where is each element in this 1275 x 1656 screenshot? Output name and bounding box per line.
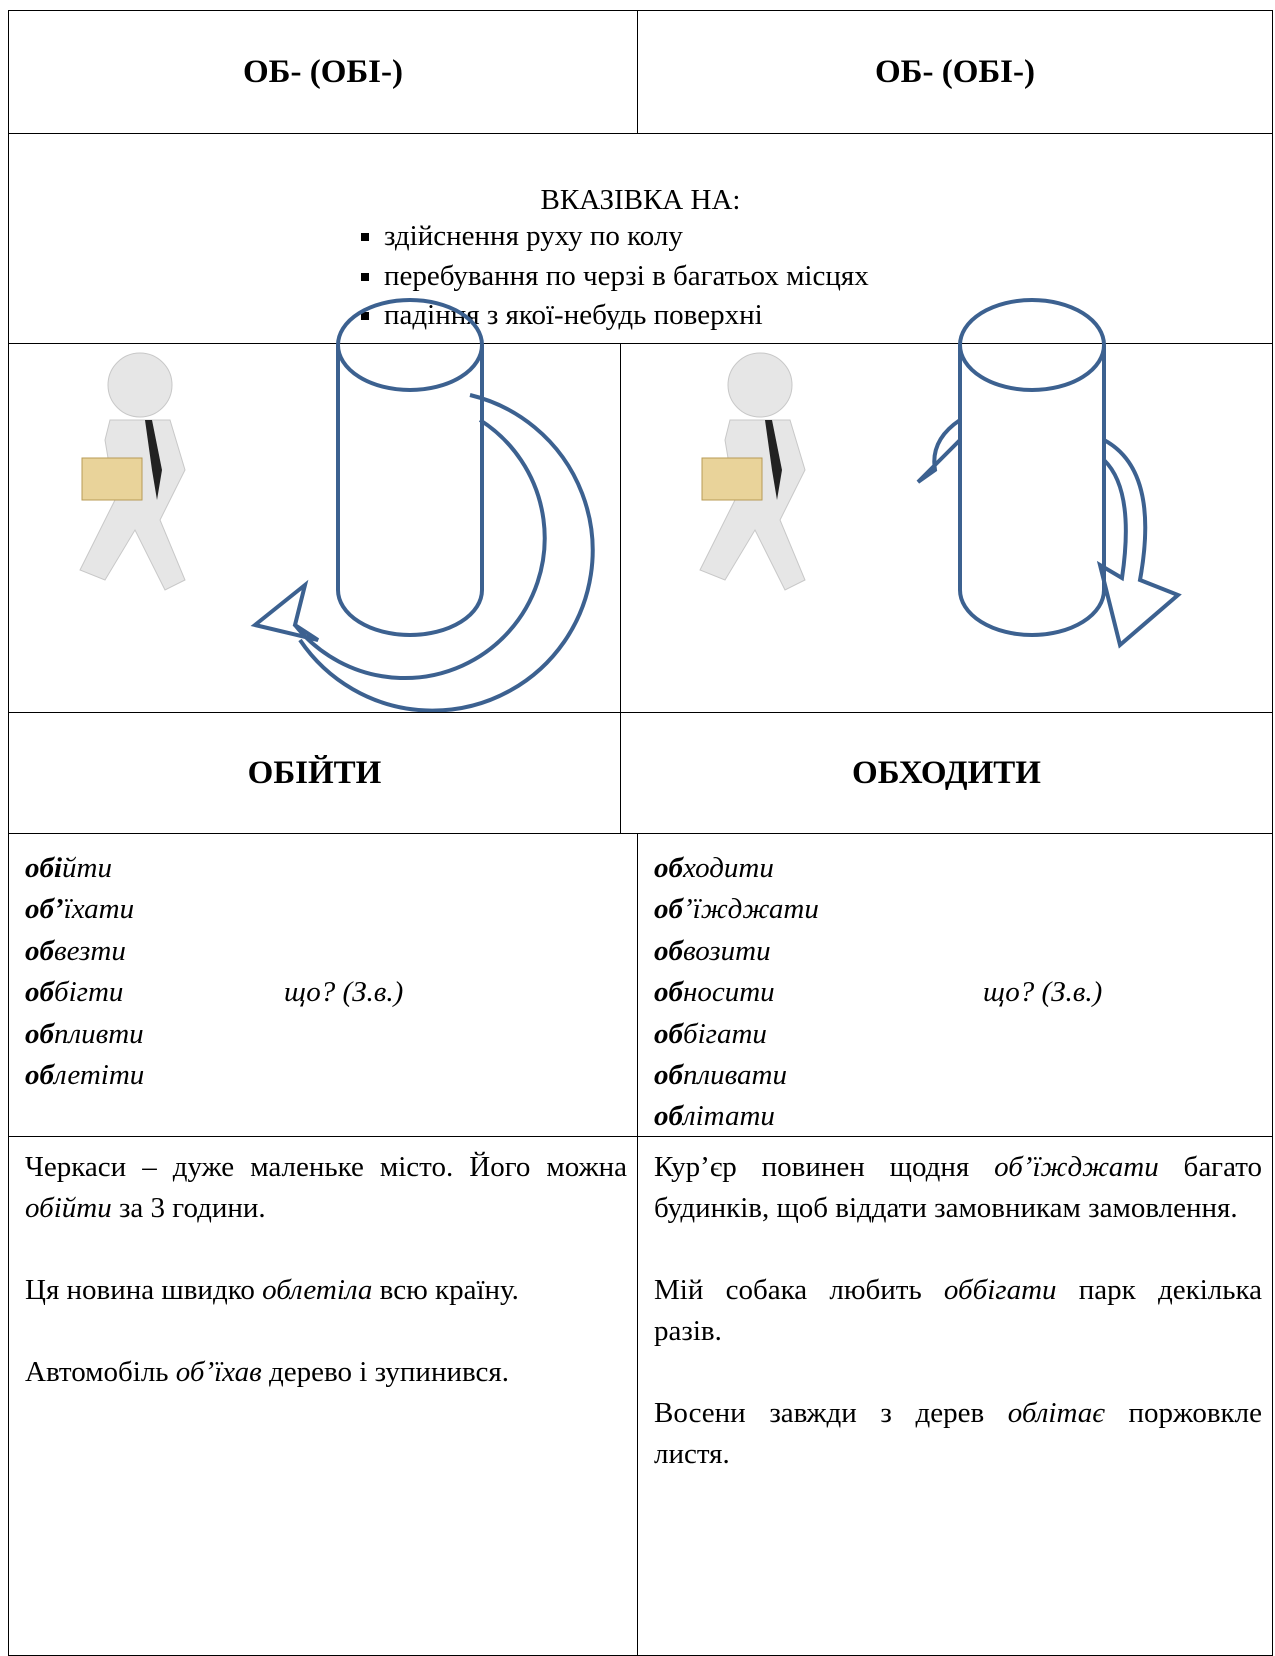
word: облітати xyxy=(654,1096,1272,1137)
example: Мій собака любить оббігати парк декілька… xyxy=(654,1270,1262,1352)
example: Кур’єр повинен щодня об’їжджати багато б… xyxy=(654,1147,1262,1229)
stem: пливати xyxy=(682,1059,787,1092)
example-verb: об’їхав xyxy=(175,1356,262,1388)
example-text: Восени завжди з дерев xyxy=(654,1397,1008,1429)
prefix: об xyxy=(654,976,683,1009)
prefix: об xyxy=(654,1100,683,1133)
prefix: об xyxy=(654,893,683,926)
question: що? (З.в.) xyxy=(983,976,1103,1008)
examples: Черкаси – дуже маленьке місто. Його можн… xyxy=(8,1136,638,1656)
example-verb: оббігати xyxy=(943,1274,1057,1306)
question: що? (З.в.) xyxy=(284,976,404,1008)
header-text: ОБ- (ОБІ-) xyxy=(874,53,1036,90)
example-text: поржовкле листя. xyxy=(654,1397,1262,1470)
example-text: Черкаси – дуже маленьке місто. Його можн… xyxy=(25,1151,627,1183)
examples: Кур’єр повинен щодня об’їжджати багато б… xyxy=(637,1136,1273,1656)
stem: йти xyxy=(62,852,112,884)
stem: ходити xyxy=(682,852,774,884)
word: обійти xyxy=(25,848,637,889)
word: обвезти xyxy=(25,931,637,972)
example: Восени завжди з дерев облітає поржовкле … xyxy=(654,1393,1262,1475)
prefix: об xyxy=(654,1059,683,1092)
example-text: дерево і зупинився. xyxy=(261,1356,509,1388)
bullet-list: здійснення руху по колуперебування по че… xyxy=(9,217,1272,336)
verb-text: ОБХОДИТИ xyxy=(852,754,1041,791)
illustrations xyxy=(79,298,1182,713)
word: об’їжджати xyxy=(654,889,1272,930)
verb-text: ОБІЙТИ xyxy=(247,754,382,791)
example: Автомобіль об’їхав дерево і зупинився. xyxy=(25,1352,627,1393)
stem: возити xyxy=(682,934,771,967)
prefix: об xyxy=(25,934,54,967)
word: обпливати xyxy=(654,1055,1272,1096)
stem: ’їжджати xyxy=(682,893,819,926)
word-list: що? (З.в.) обходити об’їжджати обвозити обно… xyxy=(637,833,1273,1137)
stem: бігти xyxy=(53,976,124,1009)
cylinder-round xyxy=(250,298,595,713)
example-text: Ця новина швидко xyxy=(25,1274,263,1306)
example-verb: облітає xyxy=(1007,1397,1105,1429)
courier-figure xyxy=(79,352,186,591)
prefix: обі xyxy=(25,852,63,884)
example-text: Автомобіль xyxy=(25,1356,176,1388)
prefix: об xyxy=(654,852,683,884)
word: облетіти xyxy=(25,1055,637,1096)
stem: літати xyxy=(682,1100,775,1133)
prefix: об xyxy=(25,976,54,1009)
verb-cell: ОБХОДИТИ xyxy=(620,712,1273,834)
example-text: Мій собака любить xyxy=(654,1274,944,1306)
prefix: об xyxy=(654,934,683,967)
example-text: парк декілька разів. xyxy=(654,1274,1262,1347)
word: обходити xyxy=(654,848,1272,889)
word: обвозити xyxy=(654,931,1272,972)
meaning-cell: ВКАЗІВКА НА: здійснення руху по колупере… xyxy=(8,133,1273,344)
example-text: за 3 години. xyxy=(111,1192,266,1224)
example-text: всю країну. xyxy=(372,1274,519,1306)
example-verb: облетіла xyxy=(262,1274,373,1306)
stem: летіти xyxy=(53,1059,145,1092)
word: обпливти xyxy=(25,1014,637,1055)
word: об’їхати xyxy=(25,889,637,930)
stem: носити xyxy=(682,976,775,1009)
stem: їхати xyxy=(63,893,135,926)
stem: пливти xyxy=(53,1017,144,1050)
example-text: Кур’єр повинен щодня xyxy=(654,1151,995,1183)
example-verb: об’їжджати xyxy=(994,1151,1159,1183)
header-text: ОБ- (ОБІ-) xyxy=(242,53,404,90)
meaning-title: ВКАЗІВКА НА: xyxy=(540,184,741,216)
prefix: об xyxy=(654,1017,683,1050)
example: Черкаси – дуже маленьке місто. Його можн… xyxy=(25,1147,627,1229)
prefix: об’ xyxy=(25,893,64,926)
example-verb: обійти xyxy=(25,1192,112,1224)
stem: бігати xyxy=(682,1017,767,1050)
example: Ця новина швидко облетіла всю країну. xyxy=(25,1270,627,1311)
verb-cell: ОБІЙТИ xyxy=(8,712,621,834)
prefix: об xyxy=(25,1017,54,1050)
prefix: об xyxy=(25,1059,54,1092)
example-text: багато будинків, щоб віддати замовникам … xyxy=(654,1151,1262,1224)
bullet: здійснення руху по колу xyxy=(384,217,1272,257)
word-list: що? (З.в.) обійти об’їхати обвезти оббігти об… xyxy=(8,833,638,1137)
bullet: перебування по черзі в багатьох місцях xyxy=(384,257,1272,297)
word: обносити xyxy=(654,972,1272,1013)
stem: везти xyxy=(53,934,126,967)
word: оббігати xyxy=(654,1014,1272,1055)
word: оббігти xyxy=(25,972,637,1013)
cylinder-half xyxy=(916,298,1182,649)
